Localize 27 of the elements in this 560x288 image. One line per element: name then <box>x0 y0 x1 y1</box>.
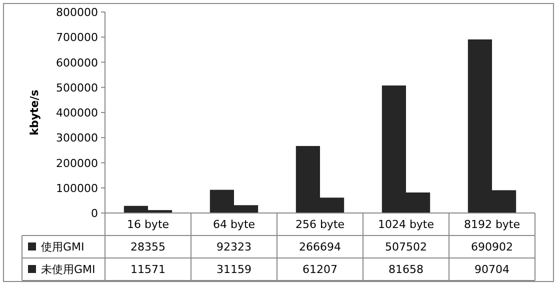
data-label: 507502 <box>385 240 427 254</box>
y-axis-title: kbyte/s <box>28 89 41 136</box>
data-label: 90704 <box>474 263 510 276</box>
x-tick-label: 256 byte <box>295 218 345 231</box>
y-tick-label: 0 <box>91 207 98 220</box>
data-label: 266694 <box>299 240 341 254</box>
y-tick-label: 400000 <box>56 106 98 120</box>
legend-label: 未使用GMI <box>41 263 96 276</box>
x-tick-label: 16 byte <box>126 218 170 231</box>
y-tick-label: 800000 <box>56 6 98 19</box>
x-tick-label: 1024 byte <box>378 218 434 231</box>
y-tick-label: 300000 <box>56 132 98 145</box>
data-label: 11571 <box>130 263 166 276</box>
y-tick-label: 200000 <box>56 156 98 170</box>
y-tick-label: 700000 <box>56 31 98 44</box>
y-tick-label: 100000 <box>56 182 98 195</box>
data-label: 28355 <box>130 240 166 254</box>
legend-label: 使用GMI <box>41 240 84 254</box>
data-label: 31159 <box>216 263 252 276</box>
x-tick-label: 64 byte <box>212 218 256 231</box>
data-label: 92323 <box>216 240 252 254</box>
data-label: 690902 <box>471 240 513 254</box>
data-label: 81658 <box>388 263 424 276</box>
x-tick-label: 8192 byte <box>464 218 520 231</box>
y-tick-label: 600000 <box>56 56 98 70</box>
y-tick-label: 500000 <box>56 81 98 94</box>
data-label: 61207 <box>302 263 338 276</box>
